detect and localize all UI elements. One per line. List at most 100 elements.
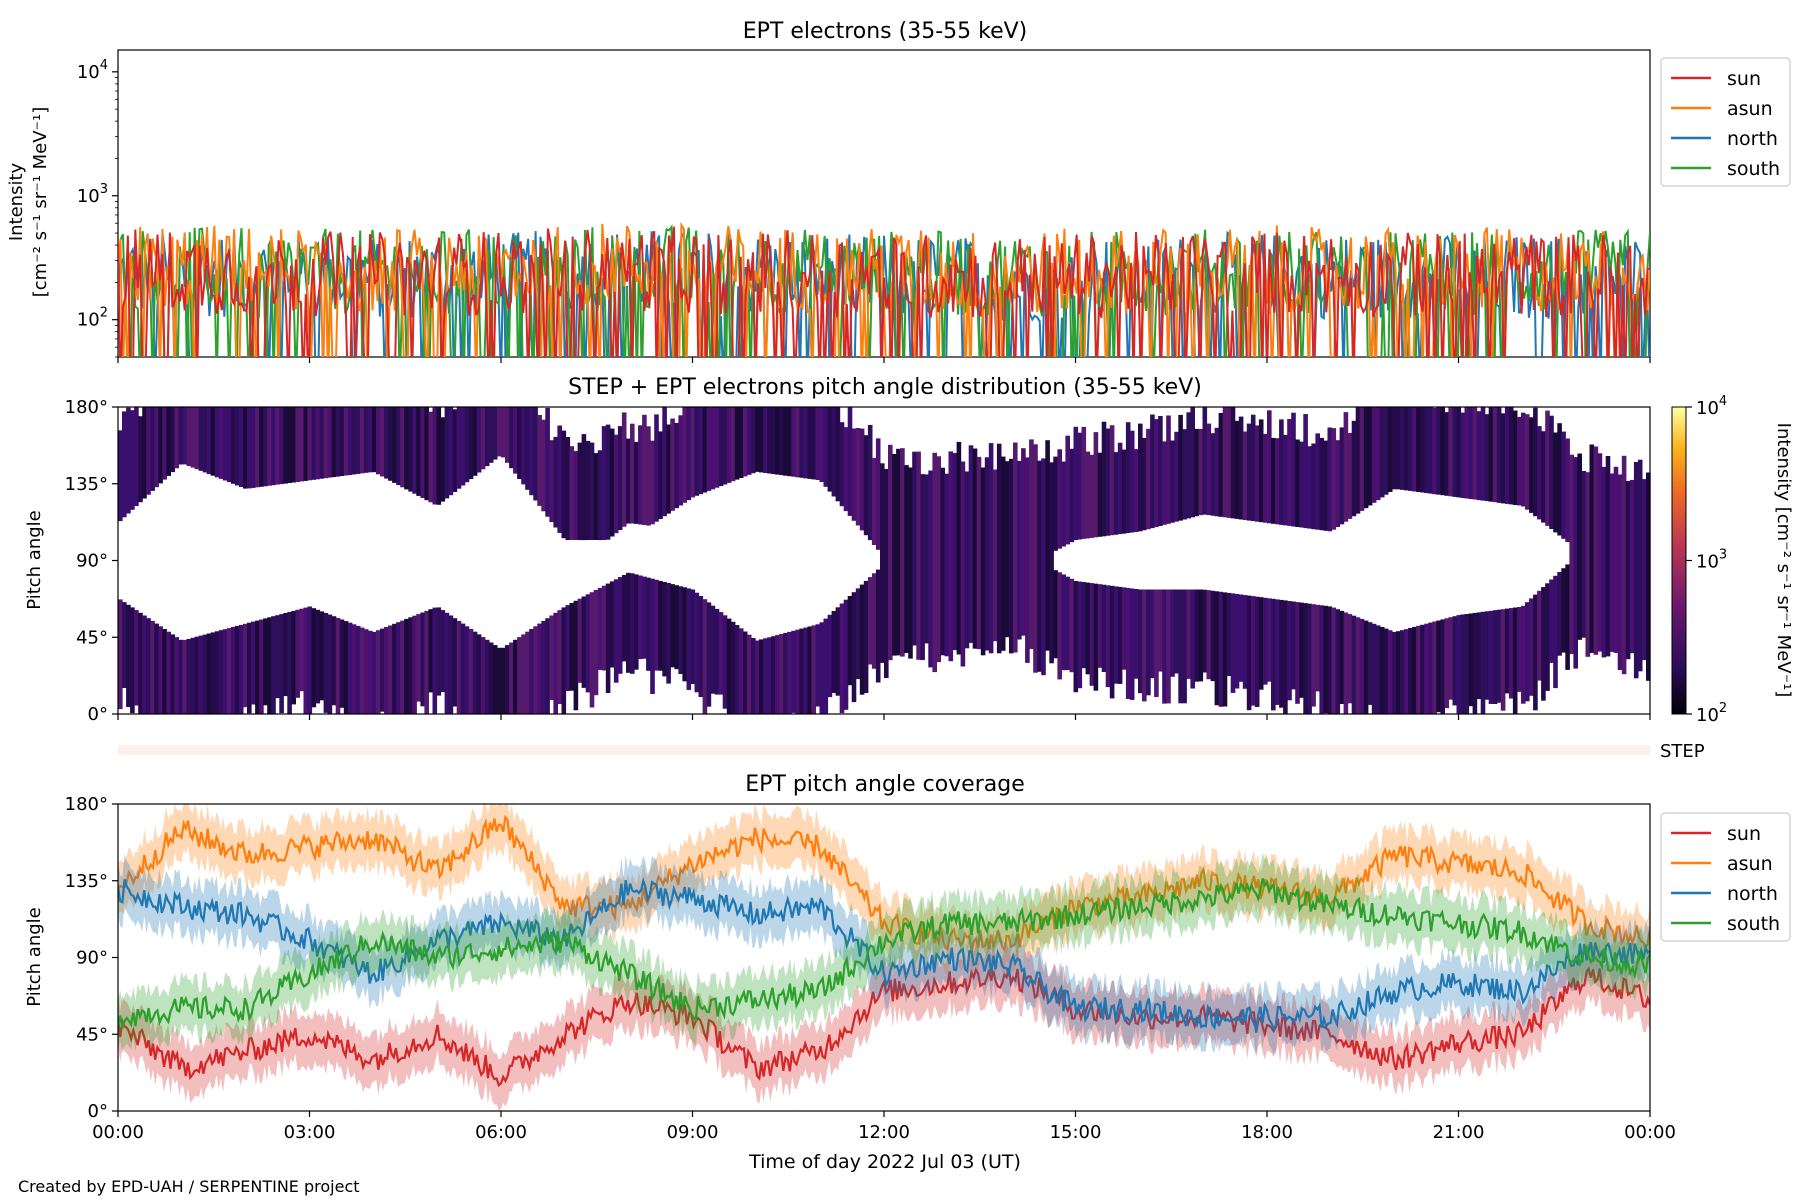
pad-cell: [593, 453, 599, 540]
pad-cell: [206, 633, 212, 714]
pad-cell: [234, 625, 240, 714]
ytick-label: 135°: [65, 871, 108, 892]
pad-cell: [621, 412, 627, 527]
pad-cell: [1460, 412, 1466, 498]
pad-cell: [1113, 586, 1119, 684]
pad-cell: [1392, 631, 1397, 714]
pad-cell: [1440, 619, 1445, 714]
pad-cell: [1319, 437, 1324, 531]
band-north: [118, 853, 1650, 1055]
pad-cell: [1142, 589, 1147, 702]
pad-cell: [1218, 413, 1224, 517]
pad-cell: [702, 599, 708, 714]
pad-cell: [565, 605, 571, 691]
pad-cell: [1428, 622, 1433, 714]
pad-cell: [944, 473, 950, 657]
pad-cell: [1496, 407, 1502, 503]
pad-cell: [480, 407, 486, 470]
pad-cell: [803, 407, 808, 479]
pad-cell: [1339, 427, 1345, 525]
pad-cell: [384, 627, 389, 714]
pad-cell: [331, 616, 337, 706]
pad-cell: [968, 445, 974, 643]
pad-cell: [436, 407, 442, 505]
pad-cell: [686, 588, 692, 690]
pad-cell: [182, 639, 188, 714]
pad-cell: [472, 631, 478, 714]
pad-cell: [601, 426, 607, 540]
pad-cell: [1186, 589, 1191, 679]
pad-cell: [1025, 457, 1030, 663]
pad-cell: [585, 440, 591, 540]
legend-label-north: north: [1727, 128, 1778, 150]
xtick-label: 12:00: [858, 1122, 910, 1143]
pad-cell: [323, 613, 329, 713]
pad-cell: [666, 424, 671, 514]
pad-cell: [1279, 419, 1284, 525]
pad-cell: [194, 636, 200, 714]
pad-cell: [1295, 602, 1300, 704]
pad-cell: [617, 577, 623, 674]
pad-cell: [351, 407, 357, 475]
pad-cell: [799, 407, 804, 478]
pad-cell: [924, 474, 929, 644]
pad-cell: [287, 611, 292, 714]
pad-cell: [626, 438, 631, 524]
pad-cell: [859, 584, 865, 695]
pad-cell: [1077, 432, 1083, 540]
pad-cell: [283, 407, 288, 484]
pad-cell: [855, 428, 861, 526]
pad-cell: [162, 407, 167, 480]
pad-cell: [537, 623, 542, 714]
pad-cell: [363, 407, 369, 473]
pad-cell: [1396, 631, 1401, 714]
pad-cell: [146, 407, 151, 495]
pad-cell: [593, 590, 599, 696]
pad-cell: [884, 469, 889, 678]
pad-cell: [339, 619, 345, 708]
pad-cell: [1379, 627, 1385, 714]
pad-cell: [1121, 587, 1127, 670]
pad-cell: [1512, 410, 1518, 505]
band-asun: [118, 804, 1650, 977]
pad-cell: [605, 583, 611, 693]
pad-cell: [1267, 410, 1272, 524]
pad-cell: [279, 407, 284, 485]
pad-cell: [230, 627, 236, 714]
pad-cell: [126, 604, 131, 708]
pad-cell: [1101, 584, 1107, 672]
pad-cell: [501, 407, 506, 458]
pad-cell: [440, 610, 446, 693]
pad-cell: [1424, 407, 1429, 494]
pad-cell: [238, 624, 244, 714]
pad-cell: [299, 407, 304, 482]
pad-cell: [1202, 407, 1208, 515]
pad-cell: [1234, 594, 1240, 689]
pad-cell: [1234, 420, 1240, 519]
pad-cell: [1387, 407, 1393, 492]
pad-cell: [355, 625, 361, 714]
pad-cell: [126, 407, 131, 514]
pad-cell: [311, 407, 317, 480]
pad-cell: [311, 608, 317, 708]
pad-cell: [1468, 613, 1474, 707]
pad-cell: [553, 612, 558, 714]
pad-cell: [630, 573, 635, 674]
pad-cell: [746, 634, 752, 714]
pad-cell: [1291, 601, 1296, 690]
pad-cell: [771, 407, 776, 475]
pad-cell: [396, 407, 401, 486]
pad-cell: [783, 407, 788, 476]
pad-cell: [791, 407, 796, 477]
pad-cell: [440, 417, 446, 502]
pad-cell: [517, 407, 522, 479]
pad-cell: [759, 639, 764, 714]
pad-cell: [1468, 407, 1474, 499]
pad-cell: [1254, 425, 1260, 522]
pad-cell: [1383, 407, 1389, 495]
pad-cell: [468, 407, 474, 479]
pad-cell: [1154, 419, 1159, 527]
pad-cell: [940, 467, 945, 656]
pad-cell: [194, 407, 200, 470]
pad-cell: [529, 629, 534, 714]
